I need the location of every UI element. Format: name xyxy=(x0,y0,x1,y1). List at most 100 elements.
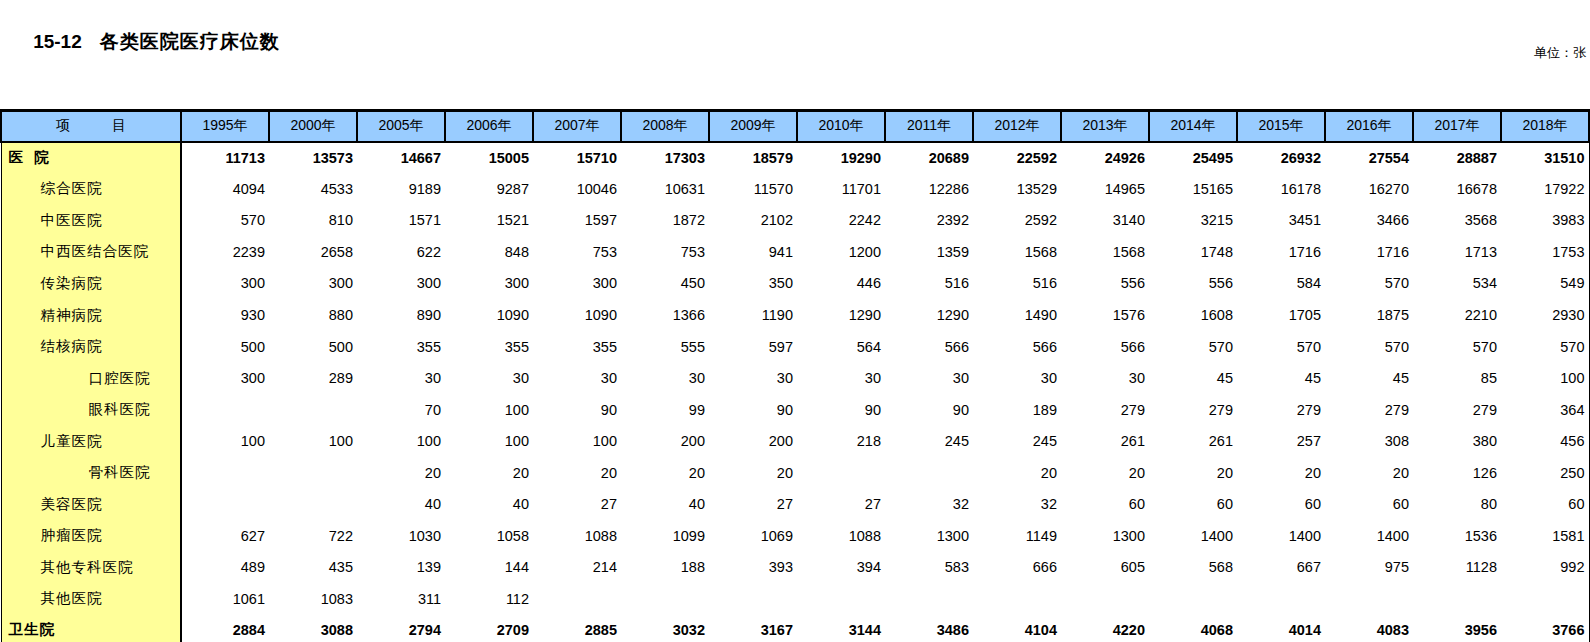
year-header-2007: 2007年 xyxy=(533,111,621,142)
value-cell: 27 xyxy=(709,489,797,521)
value-cell: 597 xyxy=(709,331,797,363)
value-cell: 3766 xyxy=(1501,615,1589,642)
value-cell: 279 xyxy=(1413,394,1501,426)
value-cell: 17303 xyxy=(621,142,709,174)
value-cell: 3144 xyxy=(797,615,885,642)
value-cell: 20 xyxy=(1325,457,1413,489)
value-cell xyxy=(973,583,1061,615)
year-header-2016: 2016年 xyxy=(1325,111,1413,142)
value-cell: 1290 xyxy=(797,299,885,331)
value-cell: 60 xyxy=(1325,489,1413,521)
value-cell xyxy=(885,583,973,615)
value-cell: 564 xyxy=(797,331,885,363)
value-cell: 1571 xyxy=(357,205,445,237)
value-cell: 566 xyxy=(1061,331,1149,363)
value-cell: 2102 xyxy=(709,205,797,237)
value-cell: 40 xyxy=(621,489,709,521)
value-cell: 622 xyxy=(357,236,445,268)
value-cell: 45 xyxy=(1325,362,1413,394)
table-row: 儿童医院100100100100100200200218245245261261… xyxy=(1,425,1589,457)
value-cell: 1716 xyxy=(1325,236,1413,268)
table-row: 卫生院2884308827942709288530323167314434864… xyxy=(1,615,1589,642)
value-cell: 13529 xyxy=(973,173,1061,205)
value-cell: 31510 xyxy=(1501,142,1589,174)
value-cell: 139 xyxy=(357,552,445,584)
row-label: 中西医结合医院 xyxy=(1,236,181,268)
value-cell: 20 xyxy=(357,457,445,489)
value-cell: 570 xyxy=(1325,268,1413,300)
value-cell: 60 xyxy=(1061,489,1149,521)
value-cell: 1536 xyxy=(1413,520,1501,552)
value-cell: 1190 xyxy=(709,299,797,331)
value-cell: 25495 xyxy=(1149,142,1237,174)
value-cell: 16178 xyxy=(1237,173,1325,205)
value-cell: 16678 xyxy=(1413,173,1501,205)
year-header-2015: 2015年 xyxy=(1237,111,1325,142)
row-label: 儿童医院 xyxy=(1,425,181,457)
value-cell: 14667 xyxy=(357,142,445,174)
value-cell: 4083 xyxy=(1325,615,1413,642)
value-cell: 15005 xyxy=(445,142,533,174)
value-cell: 1716 xyxy=(1237,236,1325,268)
year-header-2009: 2009年 xyxy=(709,111,797,142)
value-cell: 100 xyxy=(357,425,445,457)
table-number: 15-12 xyxy=(33,31,82,52)
value-cell: 1069 xyxy=(709,520,797,552)
value-cell: 355 xyxy=(357,331,445,363)
value-cell: 2210 xyxy=(1413,299,1501,331)
statistics-table: 项 目 1995年2000年2005年2006年2007年2008年2009年2… xyxy=(0,109,1590,642)
year-header-2013: 2013年 xyxy=(1061,111,1149,142)
value-cell: 279 xyxy=(1061,394,1149,426)
value-cell: 100 xyxy=(1501,362,1589,394)
year-header-2005: 2005年 xyxy=(357,111,445,142)
value-cell: 45 xyxy=(1149,362,1237,394)
value-cell: 880 xyxy=(269,299,357,331)
year-header-2008: 2008年 xyxy=(621,111,709,142)
value-cell: 27554 xyxy=(1325,142,1413,174)
value-cell: 930 xyxy=(181,299,269,331)
value-cell xyxy=(181,489,269,521)
value-cell: 90 xyxy=(709,394,797,426)
value-cell: 566 xyxy=(973,331,1061,363)
value-cell: 2930 xyxy=(1501,299,1589,331)
value-cell: 3466 xyxy=(1325,205,1413,237)
value-cell: 261 xyxy=(1061,425,1149,457)
value-cell: 300 xyxy=(181,268,269,300)
table-row: 眼科医院701009099909090189279279279279279364 xyxy=(1,394,1589,426)
table-row: 口腔医院30028930303030303030303045454585100 xyxy=(1,362,1589,394)
value-cell: 3215 xyxy=(1149,205,1237,237)
value-cell xyxy=(885,457,973,489)
value-cell: 100 xyxy=(181,425,269,457)
row-label: 眼科医院 xyxy=(1,394,181,426)
value-cell: 308 xyxy=(1325,425,1413,457)
value-cell: 1597 xyxy=(533,205,621,237)
value-cell: 555 xyxy=(621,331,709,363)
table-title-text: 各类医院医疗床位数 xyxy=(100,31,280,52)
unit-note: 单位：张 xyxy=(1534,44,1586,62)
value-cell: 2709 xyxy=(445,615,533,642)
value-cell: 20 xyxy=(621,457,709,489)
page-title: 15-12 各类医院医疗床位数 xyxy=(0,0,1590,77)
value-cell: 20 xyxy=(973,457,1061,489)
value-cell: 19290 xyxy=(797,142,885,174)
value-cell: 30 xyxy=(885,362,973,394)
value-cell: 1875 xyxy=(1325,299,1413,331)
value-cell: 350 xyxy=(709,268,797,300)
value-cell: 666 xyxy=(973,552,1061,584)
value-cell: 393 xyxy=(709,552,797,584)
value-cell: 245 xyxy=(973,425,1061,457)
value-cell: 10046 xyxy=(533,173,621,205)
value-cell: 4220 xyxy=(1061,615,1149,642)
value-cell: 1366 xyxy=(621,299,709,331)
value-cell: 32 xyxy=(885,489,973,521)
value-cell: 10631 xyxy=(621,173,709,205)
value-cell: 570 xyxy=(181,205,269,237)
value-cell: 60 xyxy=(1501,489,1589,521)
value-cell: 257 xyxy=(1237,425,1325,457)
table-row: 医 院1171313573146671500515710173031857919… xyxy=(1,142,1589,174)
value-cell: 40 xyxy=(357,489,445,521)
value-cell: 364 xyxy=(1501,394,1589,426)
value-cell xyxy=(181,457,269,489)
value-cell: 3088 xyxy=(269,615,357,642)
value-cell: 1705 xyxy=(1237,299,1325,331)
